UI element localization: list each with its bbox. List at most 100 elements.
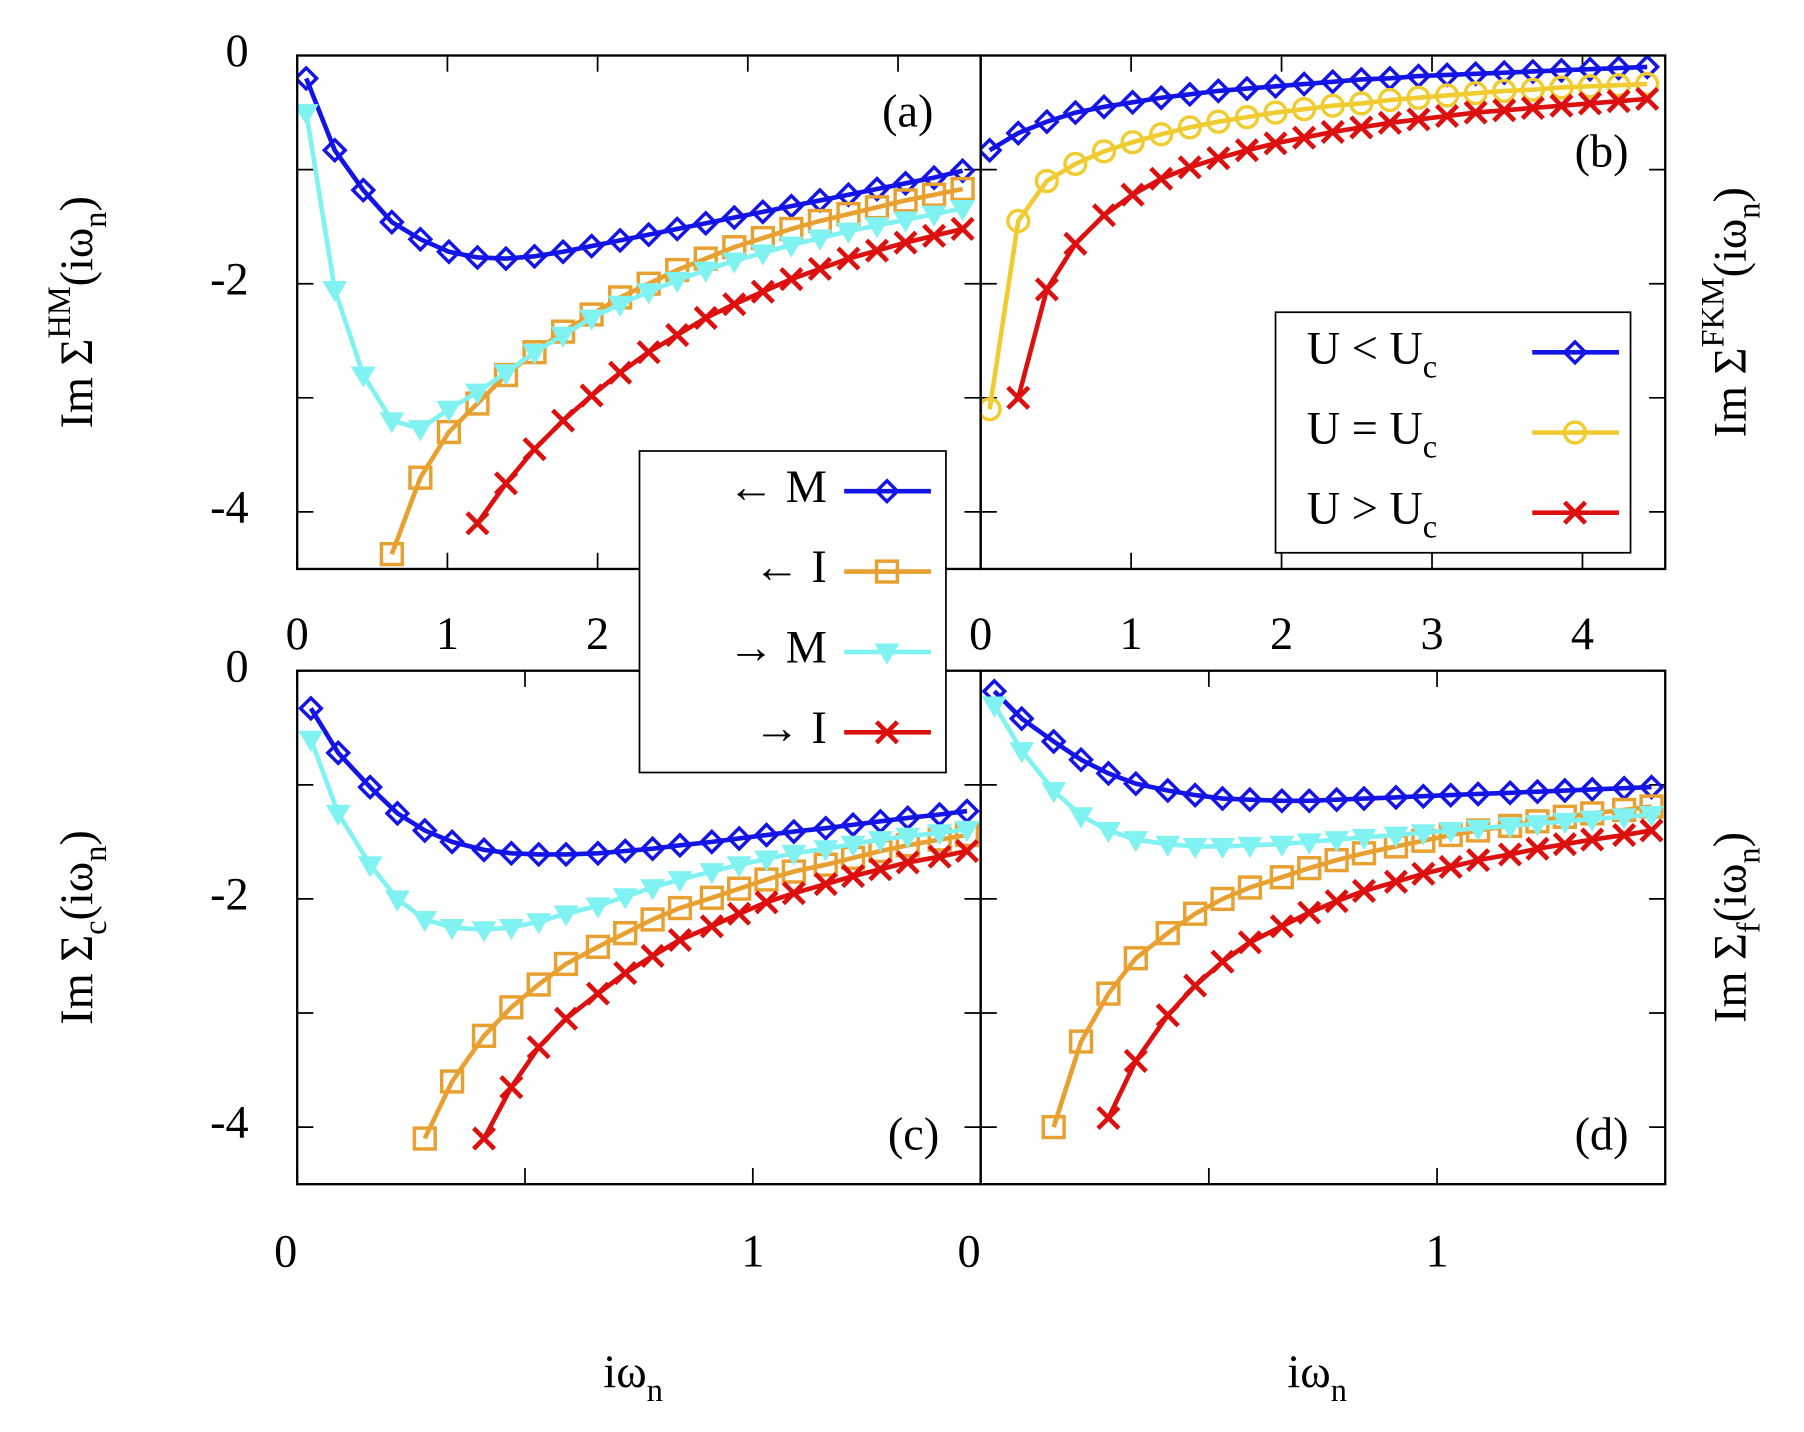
x-axis-label: iωn	[603, 1347, 662, 1410]
marker	[1268, 787, 1295, 814]
legend-marker	[874, 643, 900, 665]
marker	[521, 243, 548, 270]
marker	[579, 309, 605, 331]
marker	[607, 227, 634, 254]
marker	[585, 934, 611, 959]
series-line	[988, 64, 1648, 153]
marker	[1063, 231, 1088, 256]
marker	[1009, 742, 1035, 764]
marker	[1639, 818, 1664, 843]
y-axis-label: Im Σc(iωn)	[52, 830, 115, 1025]
marker	[950, 216, 975, 241]
marker	[1435, 103, 1460, 129]
text-part: f	[1732, 922, 1768, 933]
marker	[1351, 828, 1377, 850]
marker	[868, 857, 893, 882]
text-part: iω	[603, 1347, 646, 1398]
x-tick-label: 1	[436, 609, 459, 660]
panel-label: (a)	[882, 86, 933, 137]
series-line	[308, 707, 968, 857]
plot-area	[981, 678, 1665, 1140]
marker	[321, 137, 348, 164]
text-part: )	[52, 196, 103, 211]
marker	[1091, 139, 1117, 164]
marker	[1579, 810, 1605, 832]
marker	[1119, 89, 1146, 116]
marker	[1549, 93, 1574, 118]
marker	[635, 221, 662, 248]
marker	[1234, 138, 1259, 163]
marker	[640, 907, 665, 932]
marker	[1466, 848, 1491, 873]
marker	[1519, 58, 1546, 85]
marker	[893, 188, 918, 213]
legend-label: U = Uc	[1307, 403, 1437, 466]
marker	[1497, 817, 1523, 839]
marker	[665, 323, 690, 348]
marker	[699, 885, 724, 910]
legend-label: U < Uc	[1307, 323, 1437, 386]
marker	[1096, 1105, 1121, 1131]
marker	[1612, 822, 1637, 848]
marker	[667, 895, 693, 921]
marker	[1123, 1048, 1148, 1073]
marker	[1155, 1003, 1180, 1028]
marker	[522, 437, 547, 462]
y-tick-label: -2	[210, 870, 249, 921]
plot-area	[297, 65, 976, 567]
marker	[1606, 73, 1631, 98]
marker	[722, 292, 747, 317]
marker	[1296, 787, 1323, 814]
text-part: U = U	[1307, 403, 1423, 454]
marker	[379, 412, 405, 434]
marker	[411, 817, 438, 844]
series-line	[1051, 804, 1652, 1128]
marker	[1005, 120, 1032, 146]
marker	[749, 198, 776, 225]
marker	[640, 943, 665, 969]
marker	[864, 176, 890, 202]
marker	[667, 832, 693, 859]
text-part: iω	[1287, 1347, 1330, 1398]
marker	[1068, 746, 1094, 773]
marker	[1095, 822, 1121, 844]
marker	[893, 230, 918, 255]
marker	[357, 856, 383, 878]
marker	[526, 972, 551, 997]
y-tick-label: -4	[210, 1098, 249, 1149]
series-line	[303, 112, 964, 432]
marker	[471, 1126, 497, 1151]
legend-label: → I	[754, 703, 827, 754]
marker	[1410, 824, 1436, 846]
marker	[526, 1035, 551, 1060]
marker	[980, 137, 1003, 164]
marker	[1237, 786, 1263, 813]
marker	[1552, 832, 1577, 857]
marker	[471, 837, 497, 863]
text-part: )	[52, 830, 103, 845]
marker	[1577, 74, 1603, 99]
marker	[1182, 901, 1208, 926]
marker	[1041, 1114, 1066, 1140]
marker	[499, 995, 524, 1020]
marker	[297, 65, 320, 92]
marker	[1291, 71, 1317, 97]
marker	[498, 840, 525, 867]
frame	[979, 54, 1667, 571]
marker	[727, 901, 752, 926]
y-axis-label: Im Σf(iωn)	[1705, 832, 1768, 1023]
plot-area	[298, 695, 980, 1151]
marker	[1176, 81, 1203, 108]
marker	[892, 170, 919, 197]
panel-label: (c)	[888, 1110, 939, 1161]
marker	[1323, 786, 1350, 813]
x-tick-label: 1	[1425, 1226, 1448, 1277]
marker	[864, 217, 890, 239]
text-part: U > U	[1307, 483, 1423, 534]
marker	[1324, 831, 1350, 853]
marker	[1319, 68, 1346, 95]
legend-label: ← M	[728, 462, 827, 513]
marker	[1635, 71, 1660, 97]
marker	[1525, 836, 1550, 861]
marker	[864, 238, 890, 263]
